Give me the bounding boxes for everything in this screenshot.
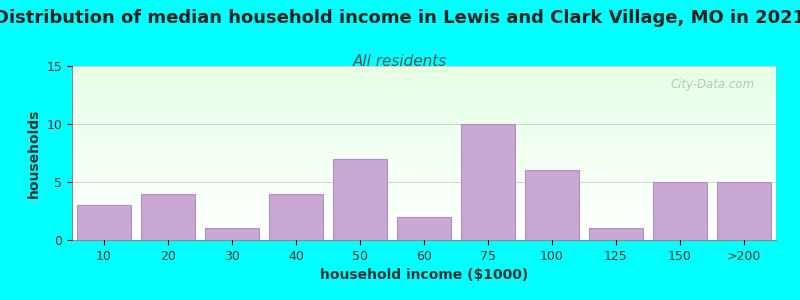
Bar — [397, 217, 451, 240]
Bar — [717, 182, 771, 240]
Bar — [269, 194, 323, 240]
Text: All residents: All residents — [353, 54, 447, 69]
Bar — [77, 205, 131, 240]
Bar — [205, 228, 259, 240]
Bar — [461, 124, 515, 240]
Bar — [589, 228, 643, 240]
Y-axis label: households: households — [27, 108, 41, 198]
Bar — [141, 194, 195, 240]
Bar — [333, 159, 387, 240]
Bar — [653, 182, 707, 240]
Bar — [525, 170, 579, 240]
X-axis label: household income ($1000): household income ($1000) — [320, 268, 528, 282]
Text: Distribution of median household income in Lewis and Clark Village, MO in 2021: Distribution of median household income … — [0, 9, 800, 27]
Text: City-Data.com: City-Data.com — [670, 78, 755, 91]
